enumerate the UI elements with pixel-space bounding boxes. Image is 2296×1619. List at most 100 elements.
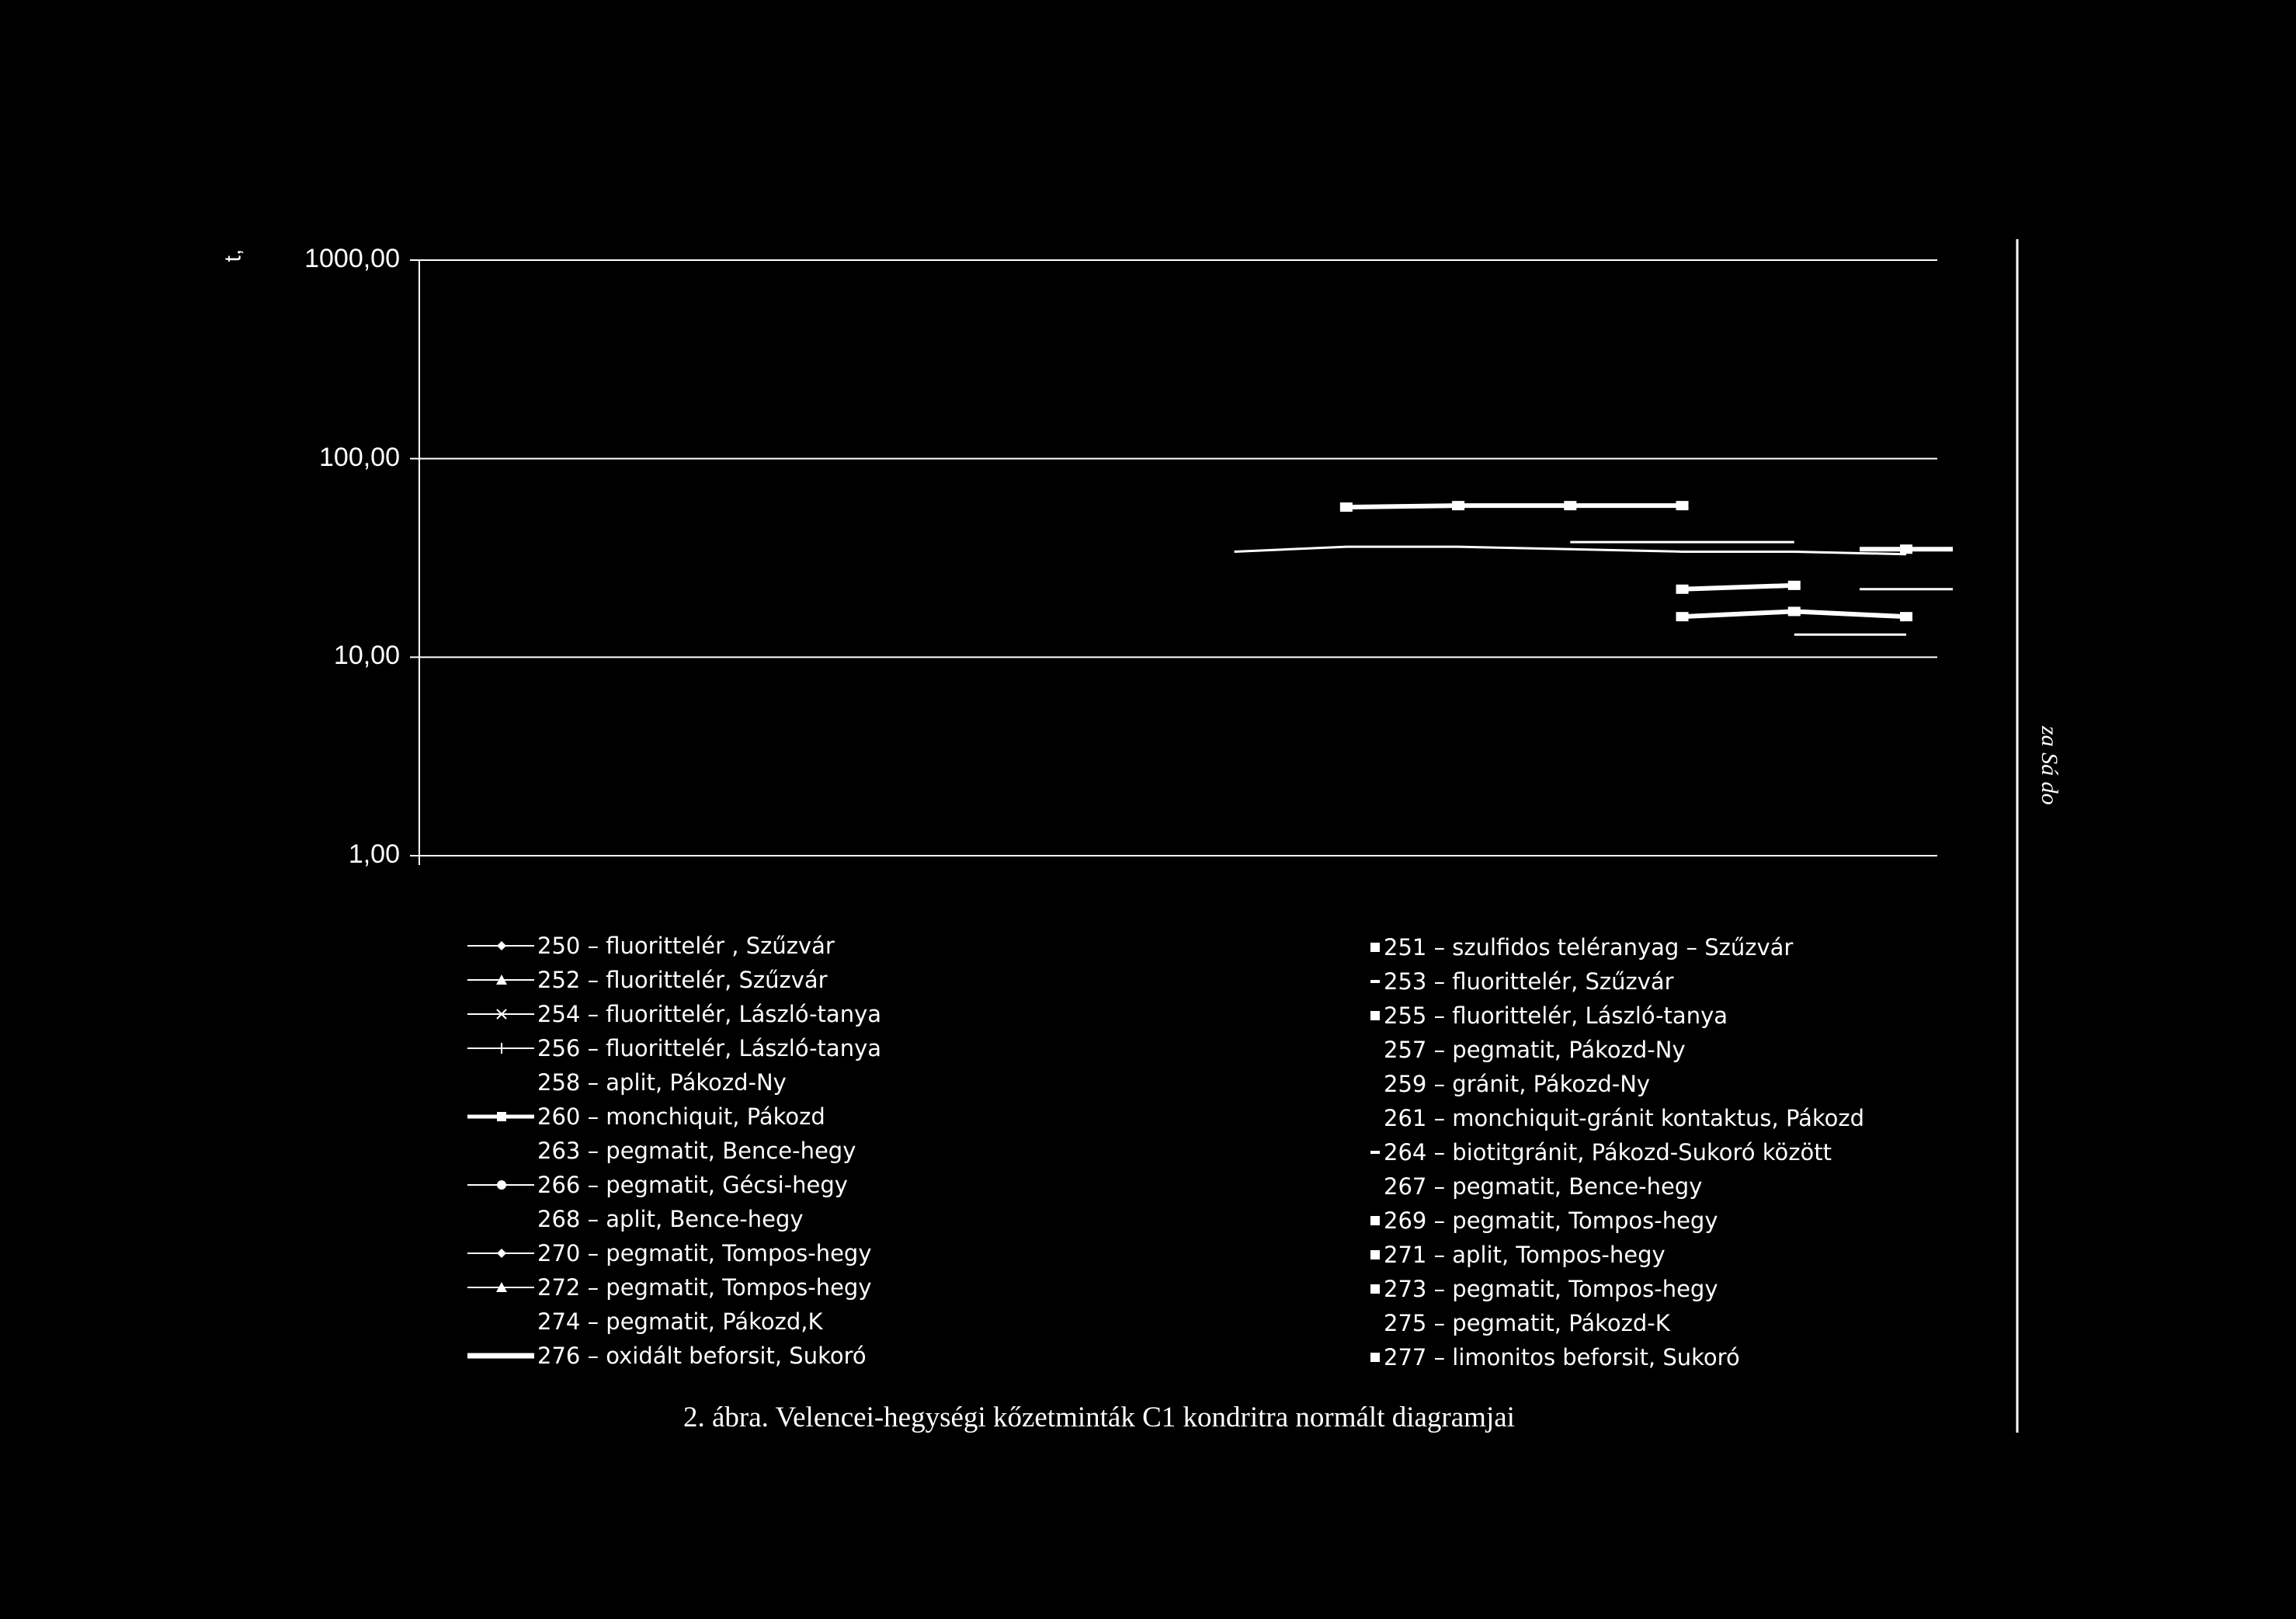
- legend-marker-icon: [466, 1168, 537, 1202]
- legend-right-item: 269 – pegmatit, Tompos-hegy: [1367, 1204, 1864, 1238]
- side-text: za Sá do: [2037, 726, 2062, 805]
- legend-marker-icon: [466, 1236, 537, 1270]
- legend-label: 276 – oxidált beforsit, Sukoró: [537, 1343, 867, 1369]
- legend-marker-icon: [1367, 999, 1384, 1033]
- legend-marker-icon: [1367, 1101, 1384, 1135]
- legend-label: 252 – fluorittelér, Szűzvár: [537, 967, 828, 993]
- data-point: [1676, 584, 1689, 594]
- legend-right-item: 273 – pegmatit, Tompos-hegy: [1367, 1272, 1864, 1306]
- data-point: [1339, 502, 1353, 512]
- legend-marker-icon: [1367, 1033, 1384, 1067]
- legend-label: 272 – pegmatit, Tompos-hegy: [537, 1274, 872, 1301]
- series-line: [1234, 545, 1907, 556]
- y-tick-label: 100,00: [319, 442, 400, 472]
- legend-marker-icon: [1367, 1135, 1384, 1169]
- legend-marker-icon: [466, 963, 537, 997]
- legend-right-item: 253 – fluorittelér, Szűzvár: [1367, 964, 1864, 999]
- legend-left-item: 263 – pegmatit, Bence-hegy: [466, 1134, 881, 1168]
- legend-left-item: 276 – oxidált beforsit, Sukoró: [466, 1339, 881, 1373]
- legend-label: 257 – pegmatit, Pákozd-Ny: [1384, 1037, 1686, 1063]
- legend-left-item: 266 – pegmatit, Gécsi-hegy: [466, 1168, 881, 1202]
- legend-right-item: 277 – limonitos beforsit, Sukoró: [1367, 1340, 1864, 1374]
- data-point: [1676, 501, 1689, 511]
- legend-marker-icon: [466, 1202, 537, 1236]
- legend-right-item: 255 – fluorittelér, László-tanya: [1367, 999, 1864, 1033]
- legend-right-item: 259 – gránit, Pákozd-Ny: [1367, 1067, 1864, 1101]
- legend-left-item: 270 – pegmatit, Tompos-hegy: [466, 1236, 881, 1270]
- legend-right-item: 261 – monchiquit-gránit kontaktus, Pákoz…: [1367, 1101, 1864, 1135]
- y-tick-label: 1000,00: [304, 244, 400, 273]
- legend-marker-icon: [1367, 1238, 1384, 1272]
- figure-caption: 2. ábra. Velencei-hegységi kőzetminták C…: [683, 1402, 1515, 1433]
- legend-label: 258 – aplit, Pákozd-Ny: [537, 1069, 787, 1096]
- legend-label: 263 – pegmatit, Bence-hegy: [537, 1138, 856, 1164]
- legend-marker-icon: [1367, 1306, 1384, 1340]
- legend-right: 251 – szulfidos teléranyag – Szűzvár 253 …: [1367, 930, 1864, 1374]
- legend-marker-icon: [1367, 1169, 1384, 1204]
- legend-left-item: 272 – pegmatit, Tompos-hegy: [466, 1270, 881, 1305]
- legend-label: 250 – fluorittelér , Szűzvár: [537, 933, 835, 959]
- legend-label: 269 – pegmatit, Tompos-hegy: [1384, 1207, 1718, 1234]
- legend-marker-icon: [1367, 1204, 1384, 1238]
- legend-label: 270 – pegmatit, Tompos-hegy: [537, 1240, 872, 1266]
- data-point: [1787, 606, 1801, 617]
- legend-label: 261 – monchiquit-gránit kontaktus, Pákoz…: [1384, 1105, 1865, 1131]
- legend-label: 271 – aplit, Tompos-hegy: [1384, 1242, 1666, 1268]
- legend-marker-icon: [466, 1305, 537, 1339]
- legend-right-item: 257 – pegmatit, Pákozd-Ny: [1367, 1033, 1864, 1067]
- series-line: [1682, 582, 1794, 592]
- legend-marker-icon: [1367, 930, 1384, 964]
- y-tick-label: 1,00: [348, 839, 400, 869]
- legend-label: 266 – pegmatit, Gécsi-hegy: [537, 1172, 848, 1198]
- legend-left: 250 – fluorittelér , Szűzvár 252 – fluori…: [466, 929, 881, 1373]
- legend-left-item: 256 – fluorittelér, László-tanya: [466, 1031, 881, 1065]
- legend-marker-icon: [466, 929, 537, 963]
- legend-label: 253 – fluorittelér, Szűzvár: [1384, 968, 1674, 995]
- legend-left-item: 258 – aplit, Pákozd-Ny: [466, 1065, 881, 1100]
- legend-right-item: 251 – szulfidos teléranyag – Szűzvár: [1367, 930, 1864, 964]
- legend-label: 275 – pegmatit, Pákozd-K: [1384, 1310, 1670, 1336]
- legend-label: 267 – pegmatit, Bence-hegy: [1384, 1173, 1703, 1200]
- data-point: [1564, 501, 1577, 511]
- legend-left-item: 260 – monchiquit, Pákozd: [466, 1100, 881, 1134]
- legend-label: 255 – fluorittelér, László-tanya: [1384, 1002, 1728, 1029]
- data-point: [1787, 580, 1801, 590]
- legend-marker-icon: [466, 1031, 537, 1065]
- legend-left-item: 252 – fluorittelér, Szűzvár: [466, 963, 881, 997]
- data-point: [1452, 501, 1465, 511]
- legend-label: 254 – fluorittelér, László-tanya: [537, 1001, 882, 1027]
- legend-marker-icon: [1367, 1067, 1384, 1101]
- legend-label: 274 – pegmatit, Pákozd,K: [537, 1308, 823, 1335]
- legend-label: 273 – pegmatit, Tompos-hegy: [1384, 1276, 1718, 1302]
- legend-label: 268 – aplit, Bence-hegy: [537, 1206, 804, 1232]
- legend-right-item: 264 – biotitgránit, Pákozd-Sukoró között: [1367, 1135, 1864, 1169]
- legend-label: 264 – biotitgránit, Pákozd-Sukoró között: [1384, 1139, 1832, 1166]
- legend-marker-icon: [466, 1065, 537, 1100]
- legend-label: 260 – monchiquit, Pákozd: [537, 1103, 825, 1130]
- legend-label: 277 – limonitos beforsit, Sukoró: [1384, 1344, 1740, 1371]
- legend-left-item: 274 – pegmatit, Pákozd,K: [466, 1305, 881, 1339]
- legend-left-item: 254 – fluorittelér, László-tanya: [466, 997, 881, 1031]
- legend-label: 256 – fluorittelér, László-tanya: [537, 1035, 882, 1061]
- legend-marker-icon: [1367, 964, 1384, 999]
- legend-marker-icon: [466, 1100, 537, 1134]
- y-tick-label: 10,00: [333, 641, 400, 671]
- data-point: [1900, 612, 1912, 622]
- legend-label: 251 – szulfidos teléranyag – Szűzvár: [1384, 934, 1794, 961]
- legend-right-item: 275 – pegmatit, Pákozd-K: [1367, 1306, 1864, 1340]
- legend-marker-icon: [1367, 1272, 1384, 1306]
- data-point: [1676, 612, 1689, 622]
- series-line: [1346, 503, 1683, 510]
- legend-marker-icon: [466, 1270, 537, 1305]
- legend-right-item: 267 – pegmatit, Bence-hegy: [1367, 1169, 1864, 1204]
- legend-right-item: 271 – aplit, Tompos-hegy: [1367, 1238, 1864, 1272]
- legend-left-item: 268 – aplit, Bence-hegy: [466, 1202, 881, 1236]
- legend-marker-icon: [1367, 1340, 1384, 1374]
- data-point: [1900, 544, 1912, 554]
- legend-marker-icon: [466, 1134, 537, 1168]
- legend-left-item: 250 – fluorittelér , Szűzvár: [466, 929, 881, 963]
- legend-label: 259 – gránit, Pákozd-Ny: [1384, 1071, 1651, 1097]
- legend-marker-icon: [466, 1339, 537, 1373]
- legend-marker-icon: [466, 997, 537, 1031]
